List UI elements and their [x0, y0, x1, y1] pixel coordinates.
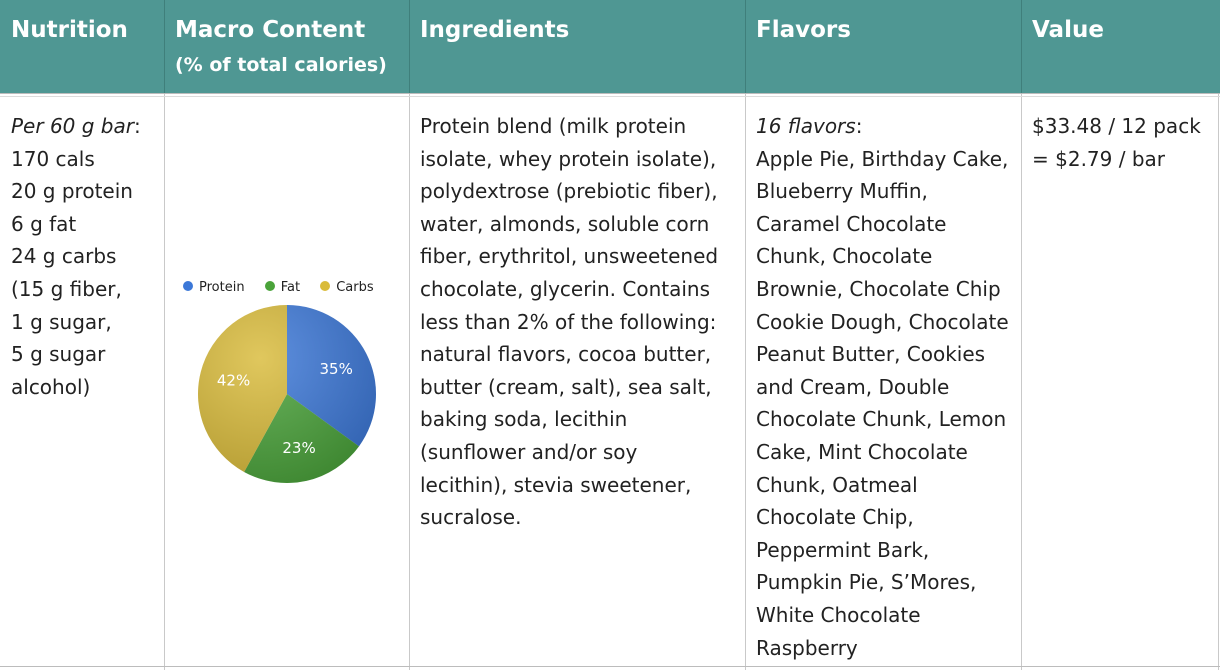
flavors-line: Chocolate Chunk, Lemon: [756, 407, 1007, 432]
legend-swatch-fat: [264, 281, 275, 291]
value-cell: $33.48 / 12 pack = $2.79 / bar: [1032, 110, 1217, 175]
legend-swatch-carbs: [320, 281, 331, 291]
flavors-cell: 16 flavors: Apple Pie, Birthday Cake, Bl…: [756, 110, 1018, 664]
pie-label-fat: 23%: [282, 439, 315, 457]
pie-label-protein: 35%: [319, 360, 352, 378]
legend-swatch-protein: [183, 281, 193, 291]
ingredients-line: Protein blend (milk protein: [420, 114, 687, 138]
header-bottom-border-inner: [0, 96, 1220, 97]
table-right-border: [1218, 93, 1219, 670]
column-divider: [1021, 93, 1022, 670]
header-bottom-border: [0, 93, 1220, 94]
flavor-count-colon: :: [855, 114, 863, 138]
ingredients-line: fiber, erythritol, unsweetened: [420, 244, 719, 269]
ingredients-line: natural flavors, cocoa butter,: [420, 342, 712, 367]
flavors-line: Apple Pie, Birthday Cake,: [756, 146, 1009, 171]
legend-label-protein: Protein: [199, 280, 245, 295]
nutrition-line: 1 g sugar,: [11, 309, 112, 334]
serving-size: Per 60 g bar:: [11, 110, 161, 143]
flavors-line: Chunk, Oatmeal: [756, 472, 918, 497]
header-nutrition: Nutrition: [0, 0, 164, 93]
legend-item-carbs: Carbs: [320, 280, 374, 296]
legend-label-fat: Fat: [280, 280, 301, 295]
legend-item-fat: Fat: [264, 280, 301, 296]
flavors-line: Peanut Butter, Cookies: [756, 342, 986, 367]
flavors-line: Cookie Dough, Chocolate: [756, 309, 1009, 334]
header-ingredients-label: Ingredients: [420, 17, 570, 43]
legend-item-protein: Protein: [183, 280, 245, 296]
header-macro-title: Macro Content: [175, 17, 366, 43]
header-flavors: Flavors: [745, 0, 1021, 93]
header-value-label: Value: [1032, 17, 1104, 43]
nutrition-line: 170 cals: [11, 146, 95, 171]
value-line: = $2.79 / bar: [1032, 146, 1165, 171]
header-divider: [1021, 0, 1022, 93]
header-macro-subtitle: (% of total calories): [175, 54, 387, 76]
flavor-count-label: 16 flavors: [756, 114, 856, 138]
flavor-count: 16 flavors:: [756, 110, 1018, 143]
flavors-line: and Cream, Double: [756, 374, 950, 399]
ingredients-line: isolate, whey protein isolate),: [420, 146, 717, 171]
header-divider: [745, 0, 746, 93]
flavors-line: Raspberry: [756, 635, 858, 660]
ingredients-cell: Protein blend (milk protein isolate, whe…: [420, 110, 742, 534]
ingredients-line: lecithin), stevia sweetener,: [420, 472, 692, 497]
header-ingredients: Ingredients: [409, 0, 745, 93]
flavors-line: Brownie, Chocolate Chip: [756, 276, 1001, 301]
header-flavors-label: Flavors: [756, 17, 851, 43]
column-divider: [164, 93, 165, 670]
nutrition-line: 6 g fat: [11, 211, 77, 236]
flavors-line: Chocolate Chip,: [756, 505, 914, 530]
legend-label-carbs: Carbs: [336, 280, 374, 295]
column-divider: [409, 93, 410, 670]
nutrition-cell: Per 60 g bar: 170 cals 20 g protein 6 g …: [11, 110, 161, 403]
ingredients-line: water, almonds, soluble corn: [420, 211, 710, 236]
ingredients-line: polydextrose (prebiotic fiber),: [420, 179, 718, 204]
serving-size-label: Per 60 g bar: [11, 114, 134, 138]
serving-size-colon: :: [133, 114, 141, 138]
nutrition-line: 24 g carbs: [11, 244, 117, 269]
flavors-line: White Chocolate: [756, 602, 921, 627]
flavors-line: Pumpkin Pie, S’Mores,: [756, 570, 977, 595]
nutrition-line: 5 g sugar: [11, 342, 106, 367]
nutrition-line: (15 g fiber,: [11, 276, 122, 301]
flavors-line: Caramel Chocolate: [756, 211, 947, 236]
nutrition-line: alcohol): [11, 374, 91, 399]
header-nutrition-label: Nutrition: [11, 17, 128, 43]
nutrition-line: 20 g protein: [11, 179, 133, 204]
macro-pie-chart: 35% 23% 42%: [196, 303, 378, 485]
flavors-line: Cake, Mint Chocolate: [756, 439, 968, 464]
ingredients-line: less than 2% of the following:: [420, 309, 717, 334]
ingredients-line: baking soda, lecithin: [420, 407, 628, 432]
ingredients-line: butter (cream, salt), sea salt,: [420, 374, 712, 399]
ingredients-line: sucralose.: [420, 505, 522, 530]
row-bottom-border: [0, 666, 1220, 667]
column-divider: [745, 93, 746, 670]
pie-label-carbs: 42%: [217, 371, 250, 389]
header-value: Value: [1021, 0, 1220, 93]
ingredients-line: chocolate, glycerin. Contains: [420, 276, 710, 301]
header-macro-content: Macro Content (% of total calories): [164, 0, 409, 93]
chart-legend: Protein Fat Carbs: [183, 280, 374, 296]
header-divider: [164, 0, 165, 93]
macro-pie-svg: 35% 23% 42%: [198, 305, 376, 483]
value-line: $33.48 / 12 pack: [1032, 114, 1201, 138]
header-divider: [409, 0, 410, 93]
flavors-line: Chunk, Chocolate: [756, 244, 933, 269]
flavors-line: Blueberry Muffin,: [756, 179, 928, 204]
ingredients-line: (sunflower and/or soy: [420, 439, 638, 464]
flavors-line: Peppermint Bark,: [756, 537, 930, 562]
